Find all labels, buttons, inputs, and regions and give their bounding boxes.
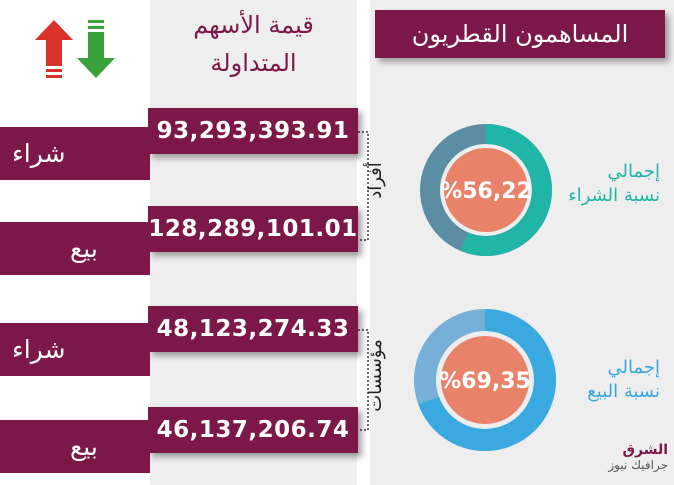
brand-line2: جرافيك نيوز bbox=[608, 458, 668, 472]
column-title-line2: المتداولة bbox=[210, 49, 297, 77]
donut-1-caption-line1: إجمالي bbox=[607, 161, 660, 182]
title-banner: المساهمون القطريون bbox=[375, 10, 665, 58]
brand-line1: الشرق bbox=[622, 442, 668, 458]
donut-2-caption: إجمالي نسبة البيع bbox=[560, 356, 660, 404]
donut-2-caption-line1: إجمالي bbox=[607, 357, 660, 378]
value-box-2: 128,289,101.01 bbox=[148, 206, 358, 252]
group-label-box-1: أفراد bbox=[345, 162, 405, 199]
label-text-1: شراء bbox=[12, 139, 66, 168]
donut-1-main-ring bbox=[420, 124, 552, 256]
donut-chart-1: %56,22 bbox=[420, 124, 552, 256]
up-down-arrows-icon bbox=[35, 20, 115, 78]
value-text-1: 93,293,393.91 bbox=[156, 118, 350, 144]
down-arrow-icon bbox=[77, 20, 115, 78]
group-label-box-2: مؤسسات bbox=[345, 339, 405, 412]
donut-1-caption-line2: نسبة الشراء bbox=[568, 185, 660, 206]
donut-chart-2: %69,35 bbox=[414, 309, 556, 451]
label-text-2: بيع bbox=[70, 234, 98, 263]
value-box-4: 46,137,206.74 bbox=[148, 407, 358, 453]
label-text-4: بيع bbox=[70, 432, 98, 461]
column-header: قيمة الأسهم المتداولة bbox=[150, 6, 357, 86]
brand-logo: الشرق جرافيك نيوز bbox=[588, 442, 668, 472]
up-arrow-icon bbox=[35, 20, 73, 78]
group-label-1: أفراد bbox=[364, 161, 386, 199]
donut-2-main-ring bbox=[414, 309, 556, 451]
donut-2-percent: %69,35 bbox=[439, 369, 531, 394]
value-box-1: 93,293,393.91 bbox=[148, 108, 358, 154]
donut-2-caption-line2: نسبة البيع bbox=[587, 381, 660, 402]
donut-1-center bbox=[444, 148, 528, 232]
label-box-4: بيع bbox=[0, 420, 150, 473]
group-brackets bbox=[358, 131, 369, 431]
group-label-2: مؤسسات bbox=[364, 338, 386, 412]
column-title-line1: قيمة الأسهم bbox=[193, 11, 314, 39]
value-text-3: 48,123,274.33 bbox=[156, 316, 350, 342]
group-bracket-1 bbox=[358, 131, 369, 241]
donut-1-caption: إجمالي نسبة الشراء bbox=[560, 160, 660, 208]
group-bracket-2 bbox=[358, 329, 369, 431]
label-box-3: شراء bbox=[0, 323, 150, 376]
value-text-4: 46,137,206.74 bbox=[156, 417, 350, 443]
label-box-2: بيع bbox=[0, 222, 150, 275]
value-text-2: 128,289,101.01 bbox=[148, 216, 358, 242]
label-box-1: شراء bbox=[0, 127, 150, 180]
label-text-3: شراء bbox=[12, 335, 66, 364]
donut-1-percent: %56,22 bbox=[440, 179, 532, 204]
page-title: المساهمون القطريون bbox=[411, 20, 629, 48]
donut-2-center bbox=[441, 336, 529, 424]
value-box-3: 48,123,274.33 bbox=[148, 306, 358, 352]
